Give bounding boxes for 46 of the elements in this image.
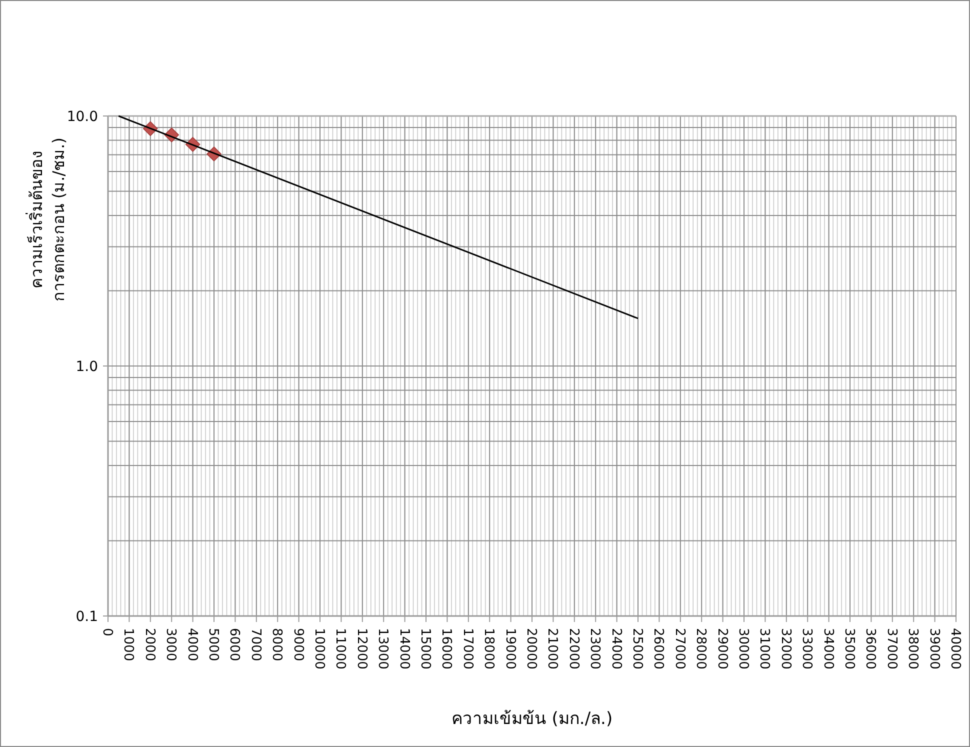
x-tick-label: 9000 [290,628,306,662]
y-tick-label: 10.0 [66,109,98,125]
x-tick-label: 0 [100,628,114,636]
x-tick-label: 35000 [842,628,856,670]
x-tick-label: 31000 [756,628,772,670]
x-tick-label: 40000 [948,628,962,670]
x-tick-label: 11000 [332,628,348,670]
x-tick-label: 18000 [481,628,496,670]
x-tick-label: 20000 [524,628,538,670]
x-tick-label: 8000 [269,628,284,662]
x-tick-label: 16000 [438,628,454,670]
x-tick-label: 19000 [502,628,518,670]
x-tick-label: 33000 [799,628,814,670]
x-tick-label: 23000 [587,628,602,670]
x-tick-label: 22000 [566,628,581,670]
x-tick-label: 4000 [184,628,200,662]
x-tick-label: 27000 [672,628,687,670]
x-tick-label: 29000 [714,628,730,670]
x-tick-label: 24000 [608,628,624,670]
x-tick-label: 37000 [884,628,899,670]
x-tick-label: 34000 [820,628,836,670]
x-tick-label: 14000 [396,628,412,670]
x-tick-label: 30000 [736,628,750,670]
x-tick-label: 10000 [312,628,326,670]
x-tick-label: 26000 [650,628,666,670]
x-tick-label: 21000 [544,628,560,670]
x-tick-label: 6000 [226,628,242,662]
x-tick-label: 2000 [142,628,157,662]
x-tick-label: 17000 [460,628,475,670]
x-tick-label: 32000 [778,628,793,670]
x-tick-label: 25000 [630,628,644,670]
x-tick-label: 5000 [206,628,220,662]
x-tick-label: 38000 [905,628,920,670]
x-tick-label: 13000 [375,628,390,670]
y-axis-title: ความเร็วเริ่มต้นของ การตกตะกอน (ม./ชม.) [25,138,68,302]
x-tick-label: 28000 [693,628,708,670]
y-tick-label: 1.0 [76,359,98,375]
x-axis-title: ความเข้มข้น (มก./ล.) [451,709,613,729]
x-tick-label: 12000 [354,628,369,670]
x-tick-label: 7000 [248,628,263,662]
x-tick-label: 39000 [926,628,942,670]
x-tick-label: 3000 [163,628,178,662]
x-tick-label: 1000 [120,628,136,662]
y-tick-label: 0.1 [76,609,98,625]
x-tick-label: 36000 [862,628,878,670]
x-tick-label: 15000 [418,628,432,670]
